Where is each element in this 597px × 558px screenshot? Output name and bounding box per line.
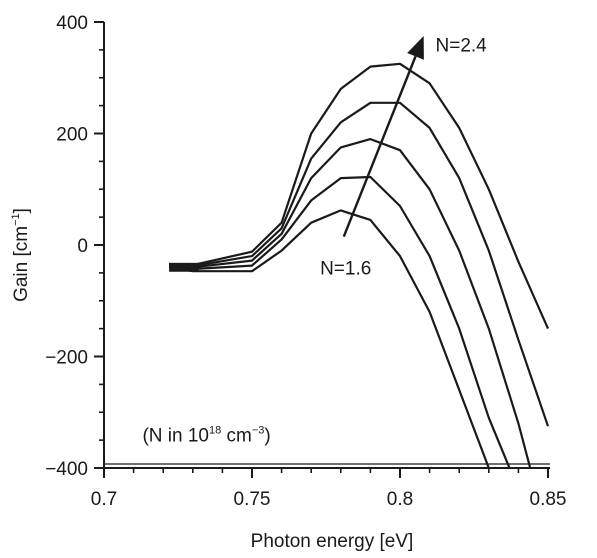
series-line-1 bbox=[168, 209, 490, 469]
x-tick-label: 0.8 bbox=[387, 489, 413, 510]
y-tick-label: 400 bbox=[56, 13, 88, 34]
units-prefix: (N in 10 bbox=[142, 426, 209, 447]
x-tick-label: 0.85 bbox=[530, 489, 567, 510]
curve-start-bundle bbox=[169, 262, 199, 272]
units-mid: cm bbox=[221, 426, 252, 447]
series-line-5 bbox=[169, 62, 550, 330]
y-axis-label-close: ] bbox=[11, 208, 32, 213]
units-exp-neg3: −3 bbox=[252, 425, 265, 437]
annotation-n-low: N=1.6 bbox=[320, 258, 371, 279]
x-tick-label: 0.75 bbox=[234, 489, 271, 510]
annotation-units: (N in 1018 cm−3) bbox=[142, 425, 270, 447]
y-axis-label: Gain [cm−1] bbox=[10, 208, 32, 302]
y-tick-label: 200 bbox=[56, 125, 88, 146]
series-line-3 bbox=[168, 138, 532, 469]
series-line-2 bbox=[168, 175, 511, 469]
arrow-shaft bbox=[342, 55, 417, 238]
series-line-4 bbox=[169, 101, 550, 427]
series-group bbox=[168, 62, 550, 469]
units-exp-18: 18 bbox=[209, 425, 221, 437]
arrow-layer bbox=[342, 35, 424, 238]
y-tick-label: −200 bbox=[45, 348, 88, 369]
units-suffix: ) bbox=[264, 426, 270, 447]
y-tick-label: −400 bbox=[45, 459, 88, 480]
y-axis-label-main: Gain [cm bbox=[11, 226, 32, 302]
arrow-head bbox=[407, 35, 424, 60]
y-axis-label-exp: −1 bbox=[10, 213, 22, 226]
y-tick-label: 0 bbox=[77, 236, 88, 257]
annotation-n-high: N=2.4 bbox=[436, 35, 488, 56]
x-tick-label: 0.7 bbox=[91, 489, 117, 510]
labels: N=1.6 N=2.4 (N in 1018 cm−3) Photon ener… bbox=[10, 35, 487, 552]
x-axis-label: Photon energy [eV] bbox=[251, 531, 414, 552]
